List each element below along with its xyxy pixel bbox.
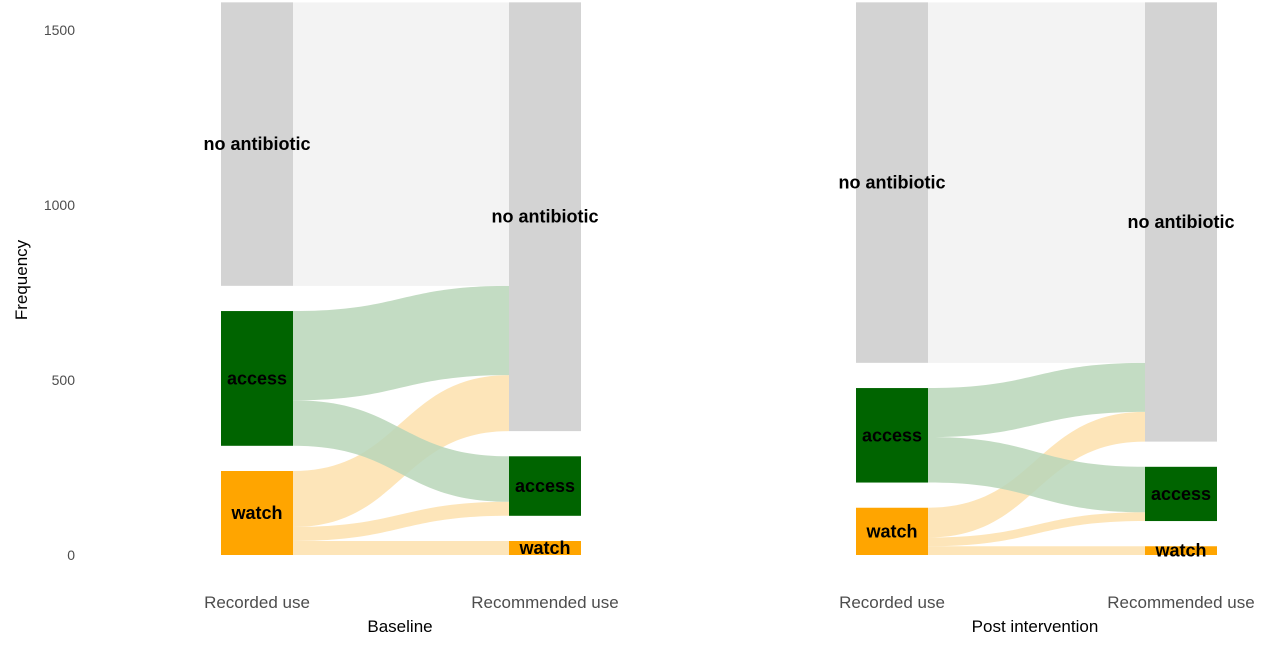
flow-watch-to-access [293, 501, 509, 541]
recommended-stratum-watch [1145, 546, 1217, 555]
recommended-label-access: access [515, 476, 575, 496]
recommended-stratum-access [1145, 466, 1217, 522]
recorded-label-access: access [862, 425, 922, 445]
flow-watch-to-watch [928, 546, 1145, 555]
recorded-stratum-access [856, 388, 928, 483]
recommended-stratum-no-antibiotic [509, 2, 581, 432]
recorded-label-no-antibiotic: no antibiotic [839, 173, 946, 193]
panel-title: Baseline [367, 617, 432, 636]
y-tick-label: 1500 [44, 22, 75, 38]
panel-baseline: watch access no antibiotic watch access no an… [204, 2, 619, 636]
x-axis-label-recorded: Recorded use [839, 593, 945, 612]
flow-watch-to-watch [293, 541, 509, 555]
x-axis-label-recommended: Recommended use [1107, 593, 1254, 612]
x-axis-label-recommended: Recommended use [471, 593, 618, 612]
recommended-label-no-antibiotic: no antibiotic [1128, 212, 1235, 232]
recorded-stratum-watch [221, 471, 293, 555]
recommended-stratum-watch [509, 541, 581, 555]
y-tick-label: 1000 [44, 197, 75, 213]
recommended-label-watch: watch [518, 538, 570, 558]
flow-access-to-no-antibiotic [293, 285, 509, 401]
panel-title: Post intervention [972, 617, 1099, 636]
recorded-stratum-watch [856, 507, 928, 555]
flow-watch-to-access [928, 512, 1145, 547]
recorded-stratum-no-antibiotic [856, 2, 928, 363]
flow-no-antibiotic-to-no-antibiotic [293, 2, 509, 286]
y-axis: 0 500 1000 1500 [44, 22, 75, 563]
panel-post-intervention: watch access no antibiotic watch access no an… [839, 2, 1255, 636]
flow-no-antibiotic-to-no-antibiotic [928, 2, 1145, 363]
y-axis-title: Frequency [12, 239, 31, 320]
panels: watch access no antibiotic watch access no an… [204, 2, 1255, 636]
recorded-stratum-no-antibiotic [221, 2, 293, 286]
flows [928, 2, 1145, 555]
flow-access-to-access [928, 437, 1145, 513]
recommended-stratum-access [509, 456, 581, 516]
recorded-stratum-access [221, 311, 293, 446]
recorded-label-watch: watch [865, 521, 917, 541]
recommended-label-watch: watch [1154, 541, 1206, 561]
flows [293, 2, 509, 555]
recorded-label-access: access [227, 368, 287, 388]
recorded-label-no-antibiotic: no antibiotic [204, 134, 311, 154]
flow-access-to-no-antibiotic [928, 362, 1145, 438]
y-tick-label: 500 [52, 372, 76, 388]
flow-access-to-access [293, 400, 509, 502]
recommended-label-access: access [1151, 484, 1211, 504]
recommended-label-no-antibiotic: no antibiotic [492, 207, 599, 227]
x-axis-label-recorded: Recorded use [204, 593, 310, 612]
recorded-label-watch: watch [230, 503, 282, 523]
y-tick-label: 0 [67, 547, 75, 563]
recommended-stratum-no-antibiotic [1145, 2, 1217, 442]
